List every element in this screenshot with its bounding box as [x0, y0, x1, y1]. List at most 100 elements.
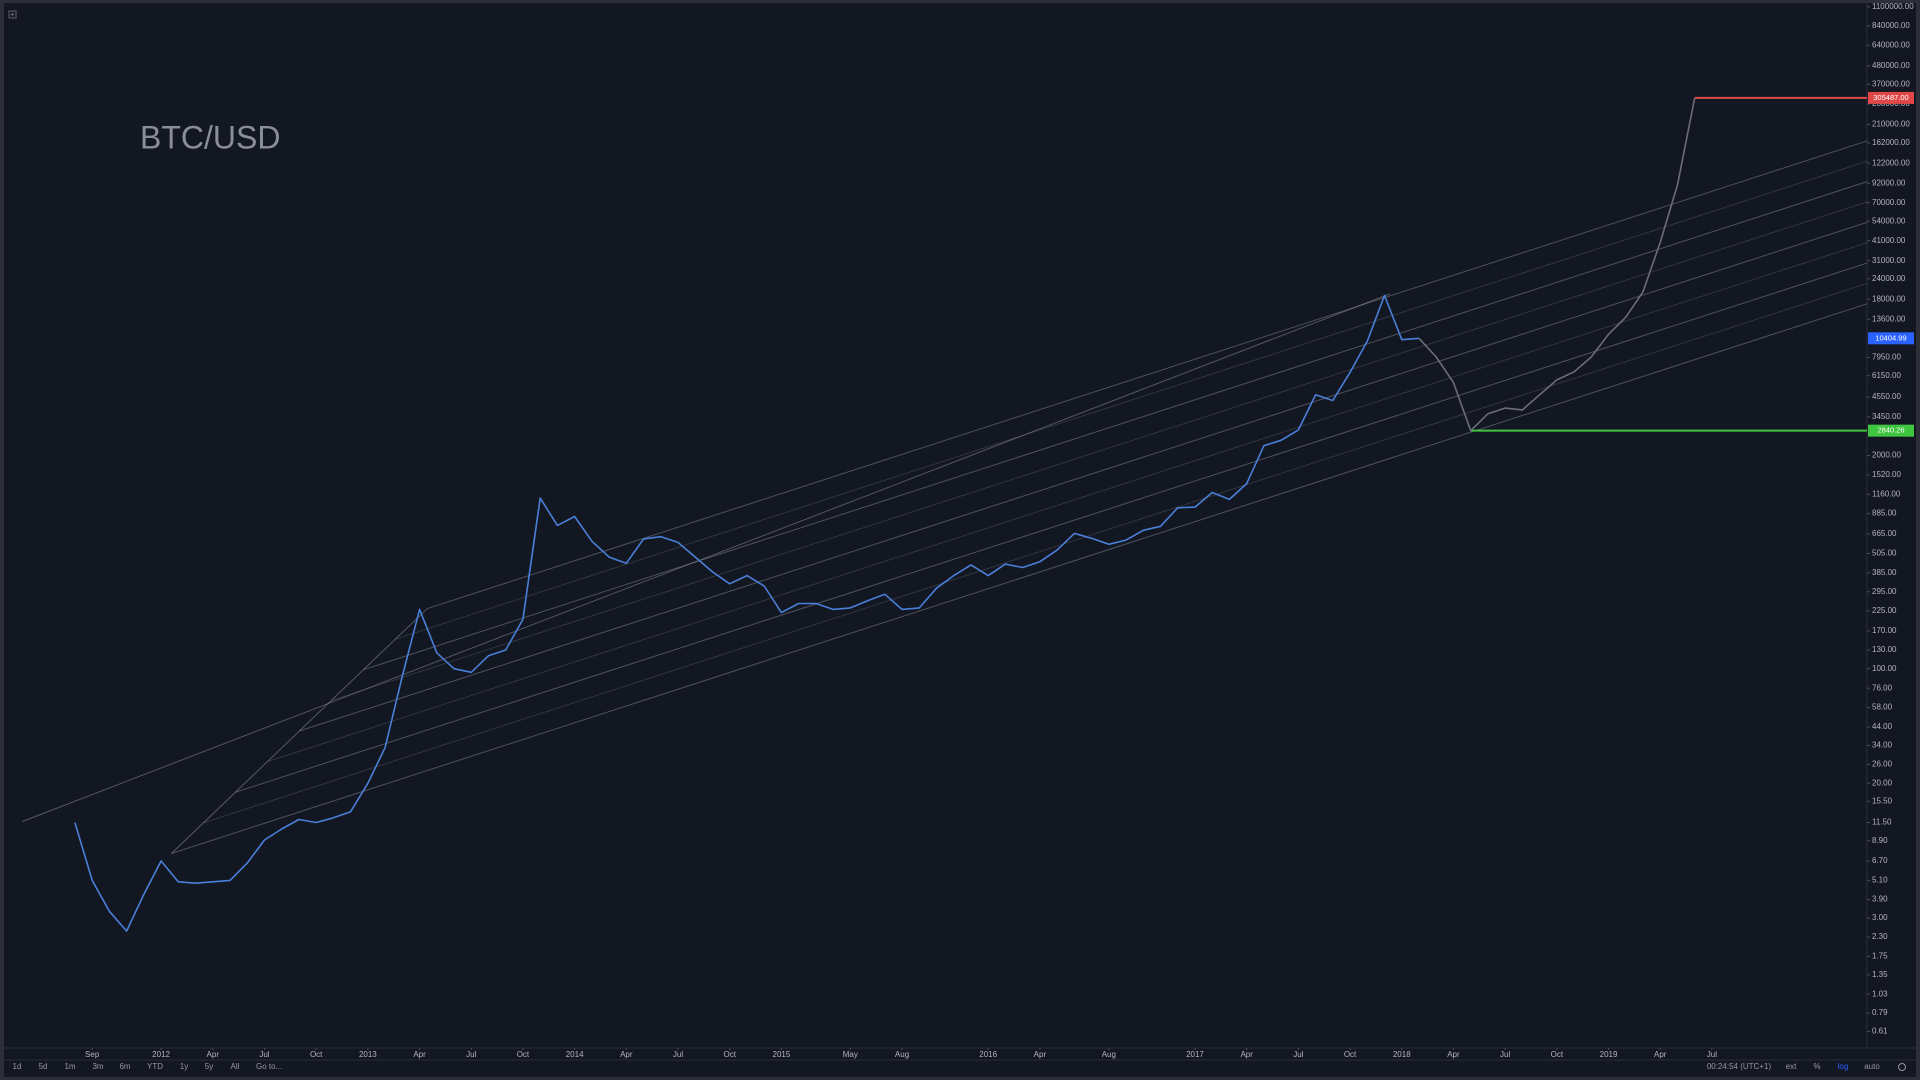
y-tick-label: 41000.00: [1872, 236, 1906, 245]
y-tick-label: 3450.00: [1872, 412, 1901, 421]
y-tick-label: 18000.00: [1872, 294, 1906, 303]
pitchfork-line: [267, 242, 1868, 763]
y-tick-label: 2000.00: [1872, 451, 1901, 460]
y-tick-label: 225.00: [1872, 606, 1897, 615]
chart-title: BTC/USD: [140, 119, 280, 155]
y-tick-label: 665.00: [1872, 529, 1897, 538]
y-tick-label: 1520.00: [1872, 470, 1901, 479]
y-tick-label: 31000.00: [1872, 256, 1906, 265]
y-tick-label: 210000.00: [1872, 120, 1910, 129]
y-tick-label: 76.00: [1872, 683, 1893, 692]
x-tick-label: Sep: [85, 1050, 100, 1059]
x-tick-label: 2013: [359, 1050, 377, 1059]
y-tick-label: 1100000.00: [1872, 2, 1914, 11]
chart-background: [4, 3, 1916, 1077]
x-tick-label: Apr: [207, 1050, 220, 1059]
y-tick-label: 8.90: [1872, 836, 1888, 845]
x-tick-label: Oct: [1551, 1050, 1564, 1059]
range-button[interactable]: 3m: [92, 1062, 103, 1071]
range-button[interactable]: 5y: [205, 1062, 213, 1071]
clock: 00:24:54 (UTC+1): [1707, 1062, 1772, 1071]
y-tick-label: 162000.00: [1872, 138, 1910, 147]
y-tick-label: 5.10: [1872, 875, 1888, 884]
y-tick-label: 2.30: [1872, 932, 1888, 941]
x-tick-label: 2018: [1393, 1050, 1411, 1059]
pitchfork-line: [395, 160, 1868, 640]
y-tick-label: 24000.00: [1872, 274, 1906, 283]
y-tick-label: 100.00: [1872, 664, 1897, 673]
y-tick-label: 370000.00: [1872, 79, 1910, 88]
x-tick-label: Aug: [1102, 1050, 1116, 1059]
price-level-label: 2840.26: [1877, 426, 1904, 435]
y-tick-label: 480000.00: [1872, 61, 1910, 70]
x-tick-label: Oct: [310, 1050, 323, 1059]
y-tick-label: 885.00: [1872, 509, 1897, 518]
y-tick-label: 3.00: [1872, 913, 1888, 922]
price-line: [74, 294, 1420, 932]
x-tick-label: 2012: [152, 1050, 170, 1059]
x-tick-label: Jul: [259, 1050, 269, 1059]
option-button[interactable]: %: [1813, 1062, 1820, 1071]
y-tick-label: 20.00: [1872, 778, 1893, 787]
y-tick-label: 58.00: [1872, 703, 1893, 712]
y-tick-label: 44.00: [1872, 722, 1893, 731]
y-tick-label: 0.79: [1872, 1008, 1888, 1017]
price-level-label: 305487.00: [1873, 93, 1908, 102]
y-tick-label: 295.00: [1872, 587, 1897, 596]
x-tick-label: Oct: [517, 1050, 530, 1059]
y-tick-label: 13600.00: [1872, 314, 1906, 323]
y-tick-label: 6150.00: [1872, 371, 1901, 380]
range-button[interactable]: YTD: [147, 1062, 163, 1071]
price-tag: [1868, 332, 1914, 345]
pitchfork-line: [331, 201, 1868, 701]
y-tick-label: 1.75: [1872, 952, 1888, 961]
y-tick-label: 34.00: [1872, 741, 1893, 750]
goto-button[interactable]: Go to...: [256, 1062, 282, 1071]
option-button[interactable]: auto: [1864, 1062, 1880, 1071]
x-tick-label: Apr: [1654, 1050, 1667, 1059]
y-tick-label: 0.61: [1872, 1027, 1888, 1036]
collapse-icon[interactable]: [8, 10, 17, 19]
x-tick-label: 2015: [773, 1050, 791, 1059]
pitchfork-line: [171, 303, 1868, 854]
x-tick-label: Jul: [1293, 1050, 1303, 1059]
y-tick-label: 385.00: [1872, 568, 1897, 577]
y-tick-label: 11.50: [1872, 818, 1892, 827]
range-button[interactable]: 1d: [13, 1062, 22, 1071]
option-button[interactable]: ext: [1786, 1062, 1797, 1071]
y-tick-label: 505.00: [1872, 549, 1897, 558]
y-tick-label: 3.90: [1872, 895, 1888, 904]
y-tick-label: 840000.00: [1872, 21, 1910, 30]
range-button[interactable]: 1m: [64, 1062, 75, 1071]
range-button[interactable]: All: [231, 1062, 240, 1071]
x-tick-label: Apr: [1447, 1050, 1460, 1059]
pitchfork-line: [363, 181, 1868, 671]
option-button[interactable]: log: [1838, 1062, 1849, 1071]
x-tick-label: Jul: [673, 1050, 683, 1059]
y-tick-label: 54000.00: [1872, 216, 1906, 225]
range-button[interactable]: 1y: [180, 1062, 188, 1071]
settings-icon[interactable]: [1898, 1063, 1906, 1071]
x-tick-label: Jul: [1707, 1050, 1717, 1059]
x-tick-label: Oct: [723, 1050, 736, 1059]
y-tick-label: 70000.00: [1872, 198, 1906, 207]
x-tick-label: 2019: [1600, 1050, 1618, 1059]
x-tick-label: 2017: [1186, 1050, 1204, 1059]
x-tick-label: Jul: [466, 1050, 476, 1059]
price-level-tag: [1868, 424, 1914, 437]
y-tick-label: 130.00: [1872, 645, 1897, 654]
pitchfork-line: [21, 293, 1390, 823]
y-tick-label: 26.00: [1872, 760, 1893, 769]
y-tick-label: 7950.00: [1872, 353, 1901, 362]
range-button[interactable]: 5d: [39, 1062, 48, 1071]
x-tick-label: Apr: [1034, 1050, 1047, 1059]
range-button[interactable]: 6m: [119, 1062, 130, 1071]
y-tick-label: 6.70: [1872, 856, 1888, 865]
y-tick-label: 92000.00: [1872, 178, 1906, 187]
y-tick-label: 122000.00: [1872, 158, 1910, 167]
y-tick-label: 4550.00: [1872, 392, 1901, 401]
pitchfork-line: [299, 221, 1868, 732]
x-tick-label: Aug: [895, 1050, 909, 1059]
